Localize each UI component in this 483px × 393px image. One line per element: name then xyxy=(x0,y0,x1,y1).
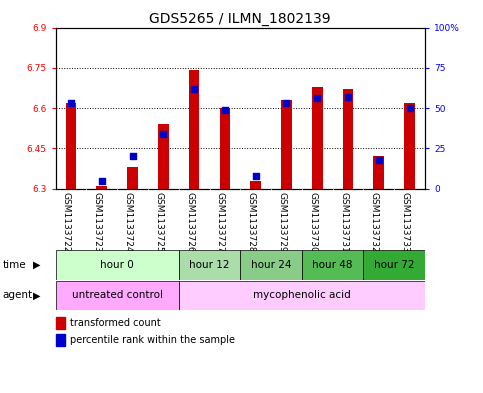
Text: GSM1133729: GSM1133729 xyxy=(277,192,286,252)
Bar xyxy=(342,89,354,189)
Bar xyxy=(219,108,230,189)
Point xyxy=(98,178,106,184)
Text: GSM1133726: GSM1133726 xyxy=(185,192,194,252)
Text: GSM1133733: GSM1133733 xyxy=(400,192,410,252)
Text: time: time xyxy=(2,260,26,270)
Bar xyxy=(240,250,302,280)
Bar xyxy=(56,250,179,280)
Bar xyxy=(96,186,107,189)
Text: hour 72: hour 72 xyxy=(374,260,414,270)
Point xyxy=(375,156,383,163)
Text: hour 24: hour 24 xyxy=(251,260,291,270)
Bar xyxy=(56,334,65,346)
Bar xyxy=(56,318,65,329)
Point xyxy=(313,95,321,101)
Point xyxy=(67,100,75,107)
Bar xyxy=(364,250,425,280)
Text: GSM1133730: GSM1133730 xyxy=(308,192,317,252)
Text: GDS5265 / ILMN_1802139: GDS5265 / ILMN_1802139 xyxy=(149,12,331,26)
Point xyxy=(406,105,413,111)
Text: GSM1133725: GSM1133725 xyxy=(154,192,163,252)
Text: ▶: ▶ xyxy=(33,260,41,270)
Bar xyxy=(179,250,240,280)
Bar xyxy=(302,250,364,280)
Text: percentile rank within the sample: percentile rank within the sample xyxy=(71,335,235,345)
Point xyxy=(344,94,352,100)
Bar xyxy=(281,100,292,189)
Bar xyxy=(127,167,138,189)
Bar xyxy=(158,124,169,189)
Text: GSM1133728: GSM1133728 xyxy=(247,192,256,252)
Bar xyxy=(189,70,199,189)
Text: GSM1133724: GSM1133724 xyxy=(124,192,132,252)
Bar xyxy=(373,156,384,189)
Text: GSM1133732: GSM1133732 xyxy=(370,192,379,252)
Text: untreated control: untreated control xyxy=(71,290,163,300)
Bar xyxy=(250,181,261,189)
Bar xyxy=(66,103,76,189)
Point xyxy=(252,173,259,179)
Text: GSM1133727: GSM1133727 xyxy=(216,192,225,252)
Text: hour 12: hour 12 xyxy=(189,260,230,270)
Text: agent: agent xyxy=(2,290,32,300)
Text: GSM1133723: GSM1133723 xyxy=(93,192,102,252)
Text: hour 48: hour 48 xyxy=(313,260,353,270)
Text: mycophenolic acid: mycophenolic acid xyxy=(253,290,351,300)
Bar xyxy=(312,86,323,189)
Text: ▶: ▶ xyxy=(33,290,41,300)
Text: transformed count: transformed count xyxy=(71,318,161,328)
Bar xyxy=(179,281,425,310)
Point xyxy=(283,100,290,107)
Bar xyxy=(56,281,179,310)
Point xyxy=(190,86,198,92)
Point xyxy=(221,107,229,113)
Point xyxy=(128,153,136,160)
Point xyxy=(159,131,167,137)
Text: hour 0: hour 0 xyxy=(100,260,134,270)
Text: GSM1133722: GSM1133722 xyxy=(62,192,71,252)
Bar xyxy=(404,103,415,189)
Text: GSM1133731: GSM1133731 xyxy=(339,192,348,252)
